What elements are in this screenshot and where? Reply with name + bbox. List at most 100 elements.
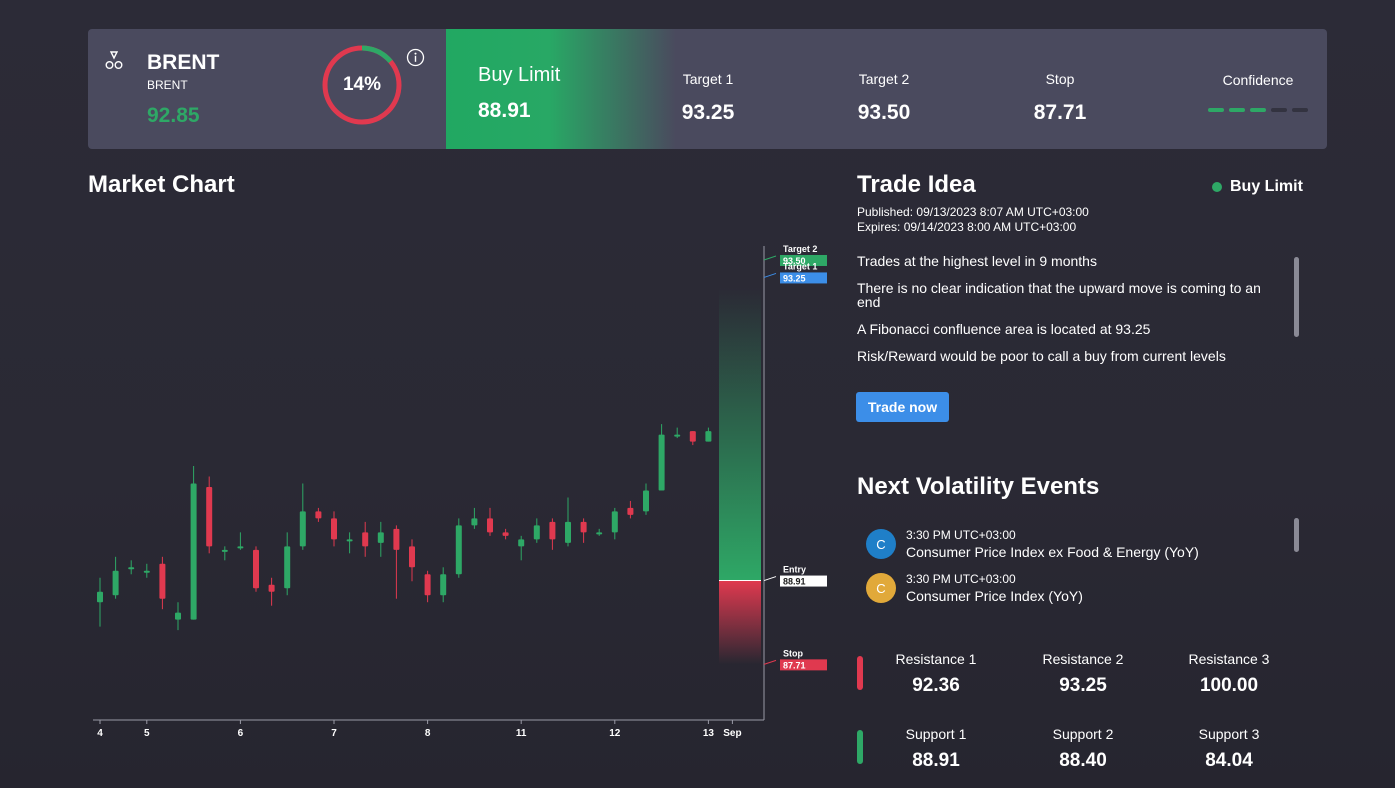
published-line: Published: 09/13/2023 8:07 AM UTC+03:00: [857, 205, 1089, 219]
candle-body: [658, 434, 665, 491]
candle-body: [611, 511, 618, 533]
candle-body: [596, 532, 603, 535]
level-value: 93.25: [783, 273, 806, 283]
level-connector: [763, 255, 777, 261]
candle-body: [565, 521, 571, 543]
candle-body: [268, 584, 275, 592]
stop-label: Stop: [1045, 71, 1075, 87]
support-3: Support 3 84.04: [1149, 726, 1309, 772]
target2-label: Target 2: [858, 71, 910, 87]
instrument-price: 92.85: [147, 104, 200, 127]
level-label: Target 2: [783, 244, 817, 254]
target2-stat: Target 2 93.50: [824, 71, 944, 125]
trade-idea-badge-label: Buy Limit: [1230, 178, 1303, 195]
candle-body: [253, 549, 259, 589]
level-value-box: [780, 254, 827, 266]
candle-body: [627, 507, 634, 515]
stop-stat: Stop 87.71: [1000, 71, 1120, 125]
candle-body: [674, 434, 681, 437]
candle-body: [455, 525, 462, 575]
x-tick-label: 5: [144, 728, 150, 739]
level-value-box: [780, 272, 827, 284]
candle-body: [393, 528, 400, 550]
status-dot: [1212, 182, 1222, 192]
candle-body: [112, 570, 119, 596]
trade-idea-point: A Fibonacci confluence area is located a…: [857, 321, 1151, 337]
resistance-value: 92.36: [912, 675, 960, 696]
candle-body: [315, 511, 322, 519]
published-label: Published:: [857, 205, 914, 219]
level-value: 88.91: [783, 577, 806, 587]
candle-body: [346, 539, 353, 542]
candle-body: [518, 539, 525, 547]
level-label: Target 1: [783, 261, 817, 271]
level-value: 93.50: [783, 256, 806, 266]
candle-body: [175, 612, 181, 620]
resistance-value: 93.25: [1059, 675, 1107, 696]
event-category-badge: C: [866, 529, 896, 559]
resistance-2: Resistance 2 93.25: [1003, 651, 1163, 697]
instrument-icon: [105, 51, 123, 69]
confidence-segment: [1229, 108, 1245, 112]
target1-stat: Target 1 93.25: [648, 71, 768, 125]
x-tick-label: 6: [238, 728, 244, 739]
support-2: Support 2 88.40: [1003, 726, 1163, 772]
x-tick-label: 7: [331, 728, 337, 739]
trade-idea-points: Trades at the highest level in 9 months …: [857, 254, 1277, 376]
candle-body: [206, 486, 213, 547]
resistance-label: Resistance 2: [1042, 651, 1124, 667]
candle-body: [487, 518, 493, 533]
target1-label: Target 1: [682, 71, 734, 87]
candle-body: [549, 521, 556, 540]
instrument-name: BRENT: [147, 51, 220, 74]
confidence-segment: [1208, 108, 1224, 112]
volatility-event[interactable]: C 3:30 PM UTC+03:00 Consumer Price Index…: [866, 572, 1083, 604]
volatility-event[interactable]: C 3:30 PM UTC+03:00 Consumer Price Index…: [866, 528, 1199, 560]
candle-body: [97, 591, 103, 603]
candle-body: [424, 574, 431, 596]
candle-body: [362, 532, 369, 547]
trade-idea-badge: Buy Limit: [1212, 178, 1303, 196]
support-label: Support 2: [1052, 726, 1114, 742]
candle-body: [471, 518, 478, 526]
events-scrollbar[interactable]: [1294, 518, 1299, 552]
candle-body: [284, 546, 291, 589]
entry-price: 88.91: [478, 99, 531, 122]
candle-body: [689, 431, 696, 442]
expires-line: Expires: 09/14/2023 8:00 AM UTC+03:00: [857, 220, 1076, 234]
x-tick-label: 4: [97, 728, 103, 739]
confidence-segment: [1292, 108, 1308, 112]
level-connector: [763, 659, 777, 665]
candle-body: [705, 431, 712, 442]
candle-body: [143, 570, 150, 573]
candle-body: [409, 546, 415, 568]
published-date: 09/13/2023 8:07 AM UTC+03:00: [916, 205, 1089, 219]
candle-body: [237, 546, 244, 549]
level-value: 87.71: [783, 660, 806, 670]
confidence-segment: [1250, 108, 1266, 112]
resistance-label: Resistance 1: [895, 651, 977, 667]
candle-body: [440, 574, 447, 596]
expires-date: 09/14/2023 8:00 AM UTC+03:00: [903, 220, 1077, 234]
progress-ring-fill: [322, 45, 402, 125]
target1-value: 93.25: [681, 101, 735, 124]
resistance-label: Resistance 3: [1188, 651, 1270, 667]
risk-zone: [719, 580, 761, 665]
candle-body: [331, 518, 337, 540]
info-icon[interactable]: [406, 48, 425, 67]
target2-value: 93.50: [857, 101, 911, 124]
confidence-meter: [1198, 108, 1318, 112]
instrument-subtitle: BRENT: [147, 78, 188, 92]
level-connector: [763, 576, 777, 582]
confidence-segment: [1271, 108, 1287, 112]
candle-body: [190, 483, 197, 620]
candle-body: [221, 549, 228, 552]
instrument-summary-card: BRENT BRENT 92.85 14% Buy Limit 88.91 Ta…: [88, 29, 1327, 149]
trade-now-button[interactable]: Trade now: [856, 392, 949, 422]
trade-idea-scrollbar[interactable]: [1294, 257, 1299, 337]
candle-body: [159, 563, 166, 599]
support-indicator: [857, 730, 863, 764]
resistance-indicator: [857, 656, 863, 690]
x-tick-label: 12: [609, 728, 621, 739]
